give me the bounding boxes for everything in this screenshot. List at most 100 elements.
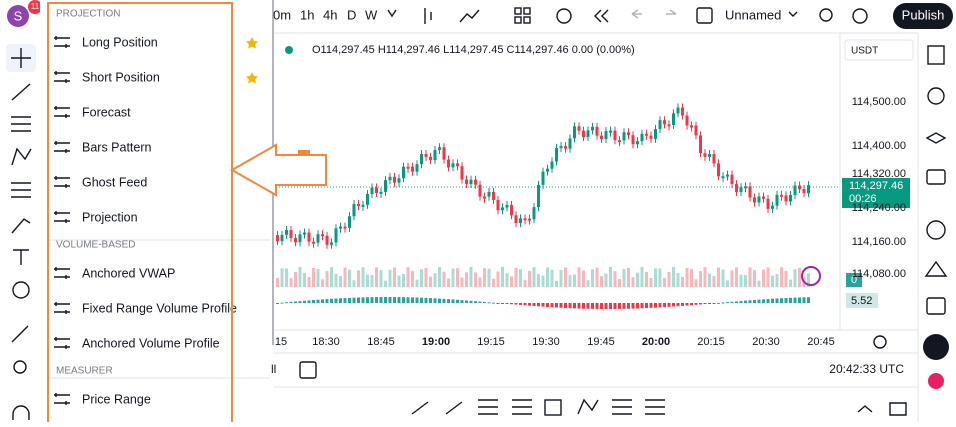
tool-icon[interactable]	[54, 141, 70, 153]
volume-bar	[316, 268, 320, 287]
tool-icon[interactable]	[54, 267, 70, 279]
volume-bar	[285, 268, 288, 287]
candle	[397, 178, 401, 183]
interval[interactable]: 1h	[300, 7, 314, 22]
pattern-icon[interactable]	[11, 147, 32, 166]
tool-name[interactable]: Bars Pattern	[82, 140, 152, 154]
candle	[415, 164, 419, 172]
volume-bar	[523, 279, 527, 287]
projection-icon[interactable]	[11, 182, 31, 198]
tool-name[interactable]: Long Position	[82, 35, 158, 49]
oscillator-bar	[352, 297, 356, 303]
candle	[298, 234, 302, 243]
favorite-star[interactable]	[246, 37, 258, 49]
brush-icon[interactable]	[11, 218, 31, 234]
tool-name[interactable]: Anchored VWAP	[82, 266, 175, 280]
range-label[interactable]: ll	[271, 362, 276, 376]
emoji-icon[interactable]	[12, 281, 30, 299]
candle	[532, 207, 536, 220]
tool-name[interactable]: Price Range	[82, 392, 151, 406]
candle	[609, 130, 612, 133]
oscillator-bar	[433, 298, 437, 303]
oscillator-bar	[384, 297, 387, 303]
tool-icon[interactable]	[54, 36, 70, 48]
ai-button[interactable]	[928, 373, 944, 389]
price-label: 114,320.00	[852, 168, 906, 180]
volume-bar	[487, 268, 491, 287]
tool-icon[interactable]	[54, 176, 70, 188]
oscillator-bar	[591, 303, 594, 309]
tool-name[interactable]: Forecast	[82, 105, 131, 119]
volume-bar	[658, 268, 662, 287]
top-toolbar-icons	[387, 7, 868, 24]
fib-icon[interactable]	[11, 116, 31, 132]
currency-button[interactable]	[844, 39, 914, 61]
tool-name[interactable]: Fixed Range Volume Profile	[82, 301, 237, 315]
tool-name[interactable]: Ghost Feed	[82, 175, 147, 189]
candle	[339, 226, 342, 229]
tool-name[interactable]: Short Position	[82, 70, 160, 84]
settings-icon[interactable]	[873, 335, 887, 349]
volume-bar	[532, 267, 536, 287]
oscillator-bar	[411, 297, 414, 303]
tool-name[interactable]: Anchored Volume Profile	[82, 336, 220, 350]
candle	[645, 133, 648, 136]
candle	[411, 166, 414, 172]
ruler-icon[interactable]	[11, 325, 29, 343]
tool-icon[interactable]	[54, 337, 70, 349]
tool-name[interactable]: Projection	[82, 210, 138, 224]
tool-icon[interactable]	[54, 71, 70, 83]
trendline-icon[interactable]	[11, 83, 31, 101]
oscillator-bar	[622, 303, 626, 309]
oscillator-bar	[573, 303, 576, 309]
volume-bar	[744, 275, 747, 287]
oscillator-bar	[487, 302, 491, 304]
oscillator-bar	[276, 303, 279, 304]
oscillator-bar	[721, 302, 725, 304]
interval[interactable]: 0m	[273, 7, 291, 22]
volume-bar	[537, 274, 540, 287]
date-range-icon[interactable]	[299, 361, 317, 379]
volume-bar	[451, 268, 455, 287]
text-icon[interactable]	[13, 249, 29, 265]
oscillator-bar	[559, 303, 563, 308]
tool-icon[interactable]	[54, 302, 70, 314]
arrow-dash	[298, 150, 310, 154]
candle	[402, 166, 405, 179]
countdown: 00:26	[849, 193, 877, 205]
interval[interactable]: W	[365, 7, 378, 22]
tool-icon[interactable]	[54, 106, 70, 118]
avatar[interactable]	[7, 5, 29, 27]
layout-name[interactable]: Unnamed	[725, 7, 781, 22]
volume-bar	[775, 274, 779, 287]
volume-bar	[330, 267, 333, 287]
volume-bar	[618, 279, 621, 287]
apps-button[interactable]	[923, 334, 949, 360]
oscillator-bar	[424, 297, 428, 303]
volume-bar	[469, 267, 473, 287]
oscillator-bar	[703, 303, 707, 305]
oscillator-bar	[636, 303, 639, 309]
oscillator-bar	[564, 303, 567, 308]
candle	[586, 130, 590, 138]
tool-icon[interactable]	[54, 393, 70, 405]
indicator-value: 5.52	[851, 295, 872, 307]
oscillator-bar	[388, 297, 392, 303]
candle	[730, 174, 734, 185]
volume-bar	[478, 277, 482, 287]
candle	[496, 199, 500, 211]
interval[interactable]: 4h	[323, 7, 337, 22]
zoom-icon[interactable]	[13, 360, 27, 374]
publish-label[interactable]: Publish	[902, 7, 945, 22]
volume-bar	[708, 273, 711, 287]
favorite-star[interactable]	[246, 72, 258, 84]
currency[interactable]: USDT	[851, 46, 878, 57]
volume-bar	[735, 267, 738, 287]
interval[interactable]: D	[347, 7, 356, 22]
oscillator-bar	[280, 302, 284, 304]
publish-button[interactable]	[893, 3, 953, 29]
magnet-icon[interactable]	[12, 405, 30, 420]
time-label: 19:30	[532, 336, 560, 348]
alert-icon[interactable]	[801, 266, 821, 286]
tool-icon[interactable]	[54, 211, 70, 223]
